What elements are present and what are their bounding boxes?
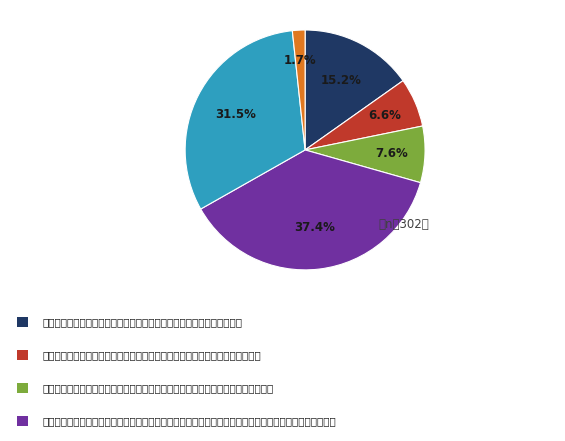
Text: 7.6%: 7.6% <box>375 147 408 160</box>
Text: （n＝302）: （n＝302） <box>378 218 429 231</box>
Wedge shape <box>305 30 403 150</box>
Text: 15.2%: 15.2% <box>320 74 362 87</box>
Wedge shape <box>305 81 423 150</box>
Wedge shape <box>185 31 305 209</box>
Text: 31.5%: 31.5% <box>215 108 256 121</box>
Wedge shape <box>305 126 425 183</box>
Text: 1.7%: 1.7% <box>284 54 316 67</box>
Text: 一部の組織（研究室や研究部局、研究センター間など）の間で連携し、施設や機器の共有化を図っている: 一部の組織（研究室や研究部局、研究センター間など）の間で連携し、施設や機器の共有… <box>42 416 336 426</box>
Text: 所属機関が大学共同利用機関ではないが、大学間における共用取組を実施している: 所属機関が大学共同利用機関ではないが、大学間における共用取組を実施している <box>42 383 273 393</box>
Text: 所属機関が大学共同利用機関のため、大学間における共用取組を実施している: 所属機関が大学共同利用機関のため、大学間における共用取組を実施している <box>42 350 261 360</box>
Wedge shape <box>292 30 305 150</box>
Text: 6.6%: 6.6% <box>368 109 401 122</box>
Wedge shape <box>201 150 420 270</box>
Text: 産学独法といった利用者の属性を問わず、広く共用の取組を進めている: 産学独法といった利用者の属性を問わず、広く共用の取組を進めている <box>42 317 242 327</box>
Text: 37.4%: 37.4% <box>294 221 335 234</box>
